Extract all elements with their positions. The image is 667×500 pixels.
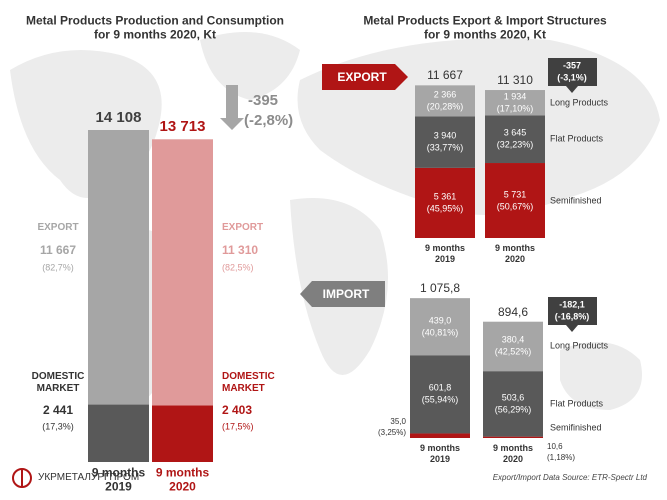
bar-segment [88, 404, 149, 462]
category-label: 9 months 2019 [419, 443, 460, 464]
value-label: 380,4 [501, 335, 525, 346]
share-label: (82,5%) [222, 262, 254, 273]
bar-segment [483, 371, 543, 437]
change-pct-label: (-16,8%) [554, 311, 590, 322]
value-label: 5 731 [503, 189, 527, 200]
change-box [548, 58, 597, 93]
value-label: 601,8 [428, 382, 452, 393]
share-label: (33,77%) [426, 142, 464, 153]
total-label: 894,6 [497, 304, 529, 319]
share-label: (20,28%) [426, 101, 464, 112]
series-label: Semifinished [550, 422, 602, 433]
change-arrow [220, 85, 244, 130]
bar-segment [485, 90, 545, 116]
share-label: (42,52%) [494, 347, 532, 358]
value-label: 2 441 [42, 402, 74, 417]
value-label: 11 667 [39, 242, 77, 257]
bar-segment [415, 167, 475, 238]
value-label: 2 403 [222, 402, 253, 417]
logo-icon [12, 468, 32, 488]
share-label: (50,67%) [496, 201, 534, 212]
change-label: -182,1 [559, 299, 585, 310]
bar-segment [415, 116, 475, 168]
value-label: 503,6 [501, 392, 525, 403]
section-label: EXPORT [337, 69, 387, 84]
chart-title: Metal Products Export & Import Structure… [363, 13, 607, 42]
value-label: 3 940 [433, 130, 457, 141]
value-label: 11 310 [222, 242, 259, 257]
share-label: (40,81%) [421, 327, 459, 338]
share-label: (32,23%) [496, 139, 534, 150]
change-label: -395 [248, 92, 279, 109]
bar-segment [410, 355, 470, 434]
series-label: Flat Products [550, 133, 604, 144]
category-label: 9 months 2019 [91, 465, 146, 494]
share-label: (1,18%) [547, 453, 576, 463]
share-label: (56,29%) [494, 404, 532, 415]
chart-title: Metal Products Production and Consumptio… [26, 13, 284, 42]
bar-segment [410, 298, 470, 356]
total-label: 14 108 [95, 108, 142, 126]
source-note: Export/Import Data Source: ETR-Spectr Lt… [492, 473, 647, 483]
share-label: (3,25%) [377, 427, 406, 437]
logo-text: УКРМЕТАЛУРГПРОМ [38, 472, 140, 483]
share-label: (17,5%) [222, 421, 254, 432]
value-label: 439,0 [428, 315, 452, 326]
series-label: EXPORT [37, 222, 79, 233]
series-label: Semifinished [550, 195, 602, 206]
change-pct-label: (-2,8%) [244, 112, 294, 129]
change-pct-label: (-3,1%) [557, 72, 587, 83]
value-label: 2 366 [433, 89, 457, 100]
category-label: 9 months 2020 [492, 443, 533, 464]
section-arrow [300, 281, 385, 307]
value-label: 3 645 [503, 127, 527, 138]
total-label: 11 667 [427, 68, 463, 83]
section-arrow [322, 64, 408, 90]
series-label: Flat Products [550, 398, 604, 409]
change-box [548, 297, 597, 332]
bar-segment [483, 321, 543, 372]
category-label: 9 months 2020 [494, 243, 535, 264]
value-label: 10,6 [547, 442, 563, 452]
value-label: 35,0 [390, 416, 406, 426]
value-label: 1 934 [503, 91, 527, 102]
category-label: 9 months 2019 [424, 243, 465, 264]
bar-segment [485, 115, 545, 164]
series-label: Long Products [550, 97, 609, 108]
total-label: 11 310 [497, 72, 533, 87]
bar-segment [485, 163, 545, 238]
bar-segment [152, 405, 213, 462]
share-label: (55,94%) [421, 394, 459, 405]
bar-segment [152, 139, 213, 406]
total-label: 1 075,8 [419, 280, 461, 295]
value-label: 5 361 [433, 191, 457, 202]
share-label: (17,10%) [496, 103, 534, 114]
bar-segment [410, 433, 470, 438]
section-label: IMPORT [322, 286, 370, 301]
share-label: (17,3%) [42, 421, 74, 432]
change-label: -357 [562, 60, 581, 71]
series-label: DOMESTIC MARKET [222, 371, 275, 394]
total-label: 13 713 [159, 118, 206, 136]
series-label: DOMESTIC MARKET [31, 371, 85, 394]
bar-segment [88, 129, 149, 405]
bar-segment [415, 85, 475, 117]
category-label: 9 months 2020 [155, 465, 210, 494]
share-label: (45,95%) [426, 203, 464, 214]
share-label: (82,7%) [42, 262, 74, 273]
series-label: Long Products [550, 341, 609, 352]
series-label: EXPORT [222, 222, 264, 233]
bar-segment [483, 436, 543, 438]
